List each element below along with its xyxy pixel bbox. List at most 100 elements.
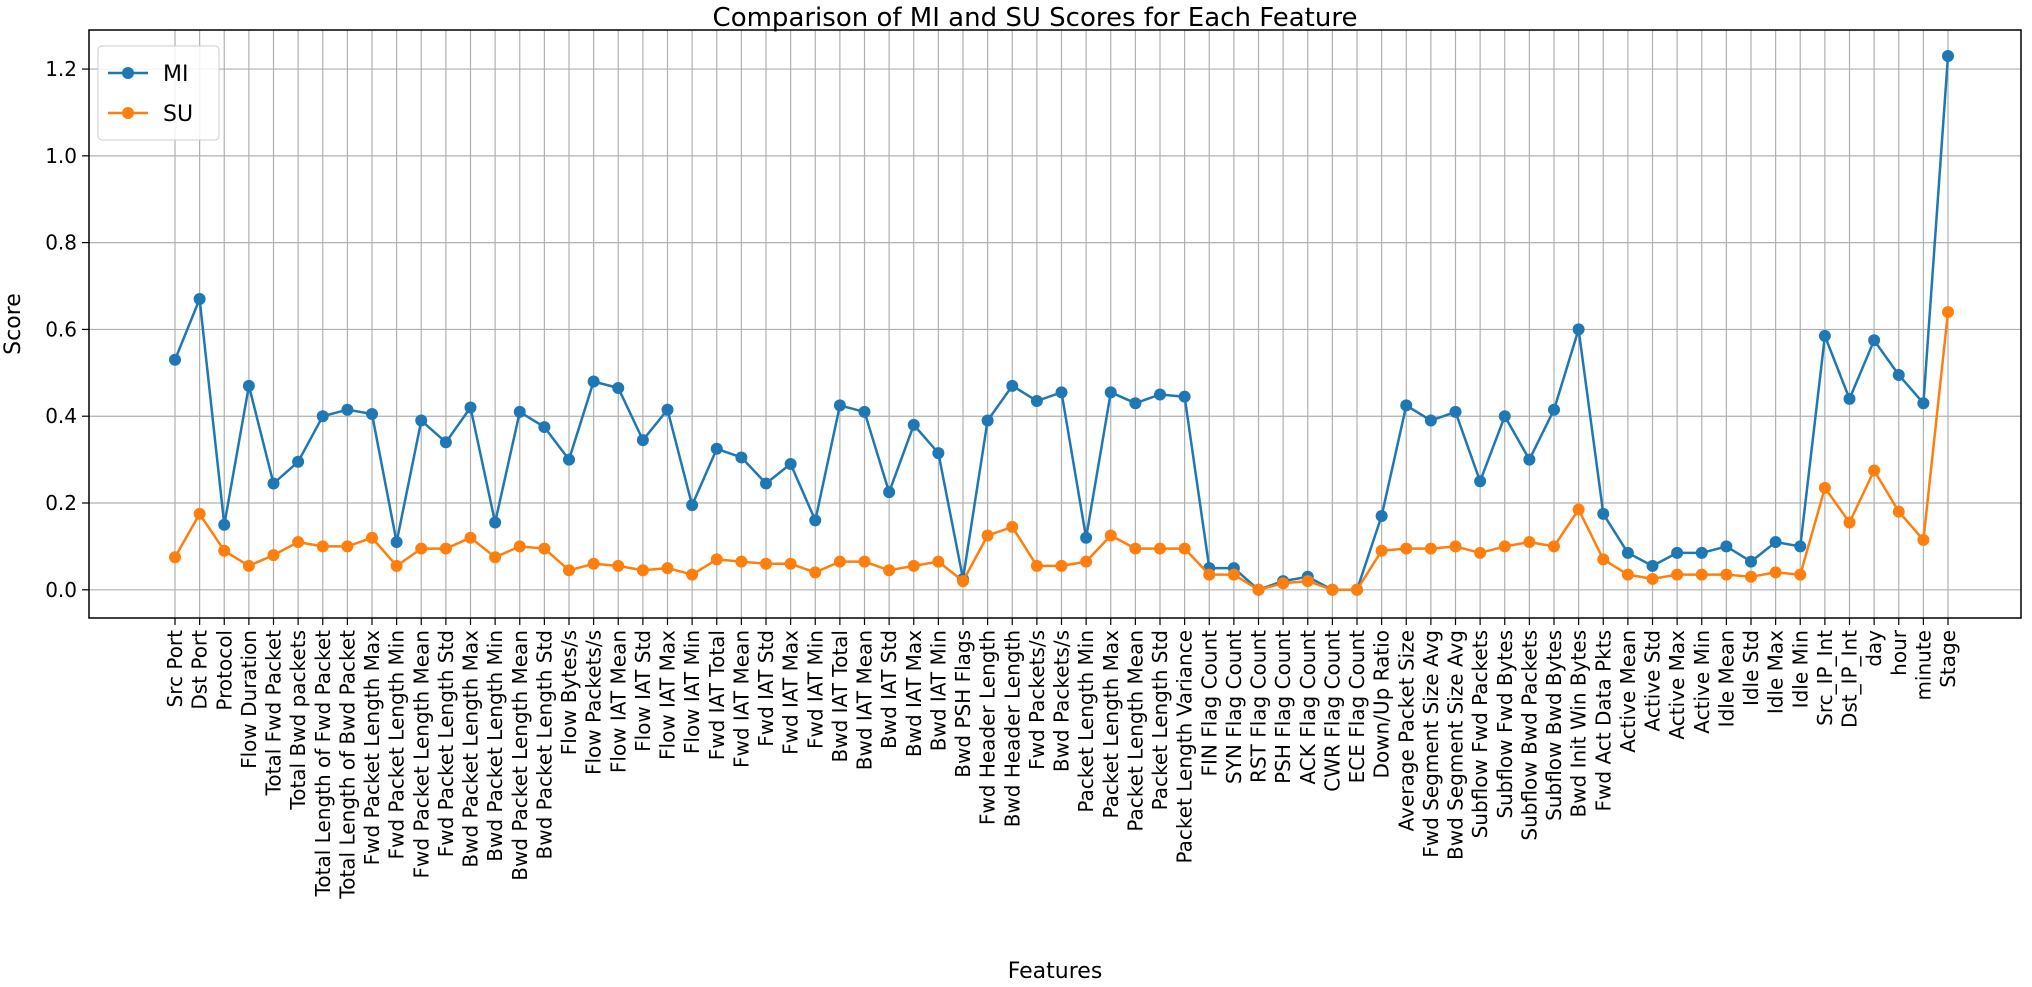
x-tick-label: Fwd Act Data Pkts — [1591, 630, 1615, 811]
x-tick-label: Idle Min — [1788, 630, 1812, 708]
x-tick-label: Active Std — [1641, 630, 1665, 731]
data-point-mi — [1178, 390, 1191, 403]
data-point-mi — [439, 436, 452, 449]
x-tick-label: Fwd Header Length — [976, 630, 1000, 825]
x-tick-label: Flow Packets/s — [582, 630, 606, 775]
x-tick-label: Flow IAT Std — [631, 630, 655, 752]
data-point-mi — [1769, 536, 1782, 549]
data-point-su — [809, 566, 822, 579]
data-point-su — [760, 557, 772, 570]
data-point-su — [612, 559, 625, 572]
data-point-su — [1351, 583, 1363, 596]
x-tick-label: SYN Flag Count — [1222, 630, 1246, 784]
x-tick-label: Active Mean — [1616, 630, 1640, 753]
data-point-su — [1548, 540, 1560, 553]
x-tick-label: Flow Bytes/s — [557, 630, 581, 755]
data-point-mi — [710, 442, 723, 455]
data-point-su — [957, 575, 969, 588]
x-tick-label: Dst_IP_Int — [1838, 630, 1862, 728]
data-point-mi — [1818, 329, 1831, 342]
x-tick-label: RST Flag Count — [1247, 630, 1271, 783]
data-point-mi — [366, 408, 378, 421]
data-point-mi — [1621, 546, 1634, 559]
data-point-mi — [809, 514, 822, 527]
x-tick-label: day — [1862, 630, 1886, 667]
data-point-su — [1055, 559, 1068, 572]
data-point-mi — [1646, 559, 1659, 572]
x-tick-label: Packet Length Max — [1099, 630, 1123, 819]
data-point-mi — [1942, 50, 1954, 63]
y-tick-label: 0.0 — [45, 578, 77, 602]
data-point-su — [1030, 559, 1043, 572]
x-ticks: Src Port Dst Port Protocol Flow Duration Tot… — [163, 618, 1960, 900]
x-tick-label: Packet Length Variance — [1173, 630, 1197, 864]
x-tick-label: hour — [1887, 629, 1911, 676]
x-tick-label: Flow IAT Min — [680, 630, 704, 754]
data-point-mi — [1794, 540, 1807, 553]
data-point-su — [1769, 566, 1782, 579]
x-tick-label: Subflow Bwd Packets — [1517, 630, 1541, 841]
data-point-mi — [464, 401, 477, 414]
x-tick-label: Total Length of Fwd Packet — [311, 630, 335, 898]
data-point-mi — [415, 414, 428, 427]
y-tick-label: 1.0 — [45, 144, 77, 168]
x-tick-label: Subflow Fwd Packets — [1468, 630, 1492, 838]
data-point-mi — [1129, 397, 1142, 410]
data-point-su — [1080, 555, 1093, 568]
x-tick-label: Subflow Bwd Bytes — [1542, 630, 1566, 821]
data-point-su — [513, 540, 526, 553]
data-point-su — [292, 536, 305, 549]
data-point-su — [1720, 568, 1733, 581]
x-tick-label: ACK Flag Count — [1296, 630, 1320, 785]
data-point-mi — [1720, 540, 1733, 553]
data-point-su — [784, 557, 797, 570]
x-tick-label: Packet Length Min — [1074, 630, 1098, 813]
data-point-mi — [563, 453, 575, 466]
x-tick-label: Stage — [1936, 630, 1960, 688]
x-tick-label: Total Bwd packets — [286, 630, 310, 811]
x-tick-label: Down/Up Ratio — [1370, 630, 1394, 778]
data-point-su — [1572, 503, 1585, 516]
x-tick-label: Idle Std — [1739, 630, 1763, 706]
x-tick-label: Bwd PSH Flags — [951, 630, 975, 778]
data-point-mi — [1572, 323, 1585, 336]
x-tick-label: Fwd Packet Length Min — [385, 630, 409, 860]
x-tick-label: Fwd Segment Size Avg — [1419, 630, 1443, 858]
x-axis-label: Features — [1008, 959, 1103, 984]
x-tick-label: Bwd Packet Length Min — [483, 630, 507, 862]
y-tick-label: 1.2 — [45, 57, 77, 81]
data-point-mi — [267, 477, 280, 490]
x-tick-label: Fwd Packet Length Mean — [409, 630, 433, 879]
data-point-mi — [1006, 379, 1019, 392]
data-point-su — [883, 564, 896, 577]
data-point-mi — [636, 434, 649, 447]
x-tick-label: Fwd IAT Mean — [729, 630, 753, 768]
data-point-su — [1498, 540, 1511, 553]
x-tick-label: Bwd Init Win Bytes — [1567, 630, 1591, 818]
x-tick-label: Bwd IAT Total — [828, 630, 852, 762]
data-point-su — [1006, 520, 1019, 533]
y-tick-label: 0.4 — [45, 404, 77, 428]
data-point-su — [1818, 481, 1831, 494]
x-tick-label: Active Max — [1665, 630, 1689, 740]
data-point-mi — [341, 403, 354, 416]
data-point-mi — [1597, 507, 1610, 520]
data-point-su — [1892, 505, 1905, 518]
data-point-su — [907, 559, 920, 572]
x-tick-label: Bwd IAT Max — [902, 630, 926, 757]
data-point-su — [439, 542, 452, 555]
data-point-mi — [1868, 334, 1881, 347]
x-tick-label: Fwd IAT Max — [779, 630, 803, 755]
y-axis-label: Score — [1, 293, 26, 355]
data-point-mi — [833, 399, 846, 412]
data-point-mi — [1030, 395, 1043, 408]
data-point-su — [1474, 546, 1487, 559]
y-tick-label: 0.8 — [45, 231, 77, 255]
data-point-su — [218, 544, 231, 557]
x-tick-label: Fwd IAT Std — [754, 630, 778, 747]
data-point-mi — [587, 375, 600, 388]
x-tick-label: Bwd Packets/s — [1050, 630, 1074, 772]
data-point-mi — [1548, 403, 1560, 416]
data-point-mi — [218, 518, 231, 531]
